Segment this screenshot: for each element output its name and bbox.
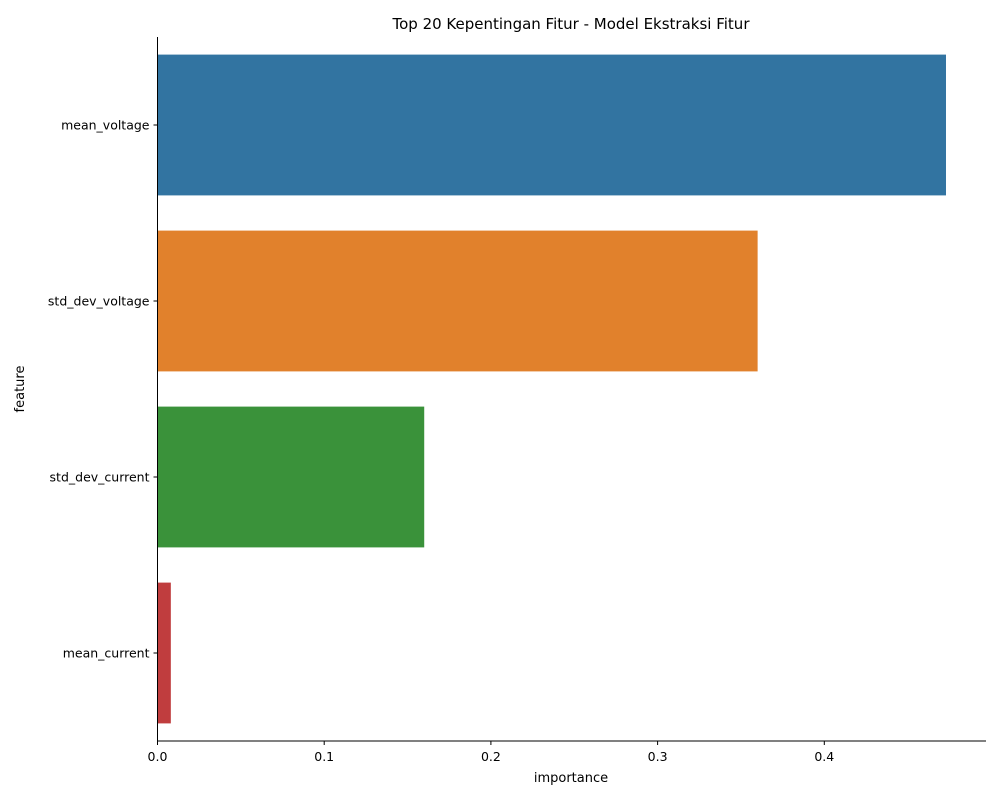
bar-mean_voltage — [157, 54, 946, 196]
x-axis-label: importance — [534, 771, 608, 786]
x-tick-label: 0.4 — [814, 749, 834, 764]
y-tick-label: std_dev_current — [50, 470, 150, 485]
y-axis-label: feature — [13, 366, 28, 413]
bar-std_dev_voltage — [157, 230, 758, 372]
bar-mean_current — [157, 582, 171, 724]
chart-title: Top 20 Kepentingan Fitur - Model Ekstrak… — [392, 15, 751, 33]
x-tick-label: 0.0 — [148, 749, 168, 764]
x-tick-label: 0.1 — [314, 749, 334, 764]
y-tick-label: mean_current — [63, 646, 150, 661]
x-axis-ticks: 0.0 0.1 0.2 0.3 0.4 — [148, 741, 834, 764]
bars-group — [157, 54, 946, 724]
x-tick-label: 0.3 — [648, 749, 668, 764]
y-axis-ticks: mean_voltage std_dev_voltage std_dev_curre… — [48, 118, 158, 661]
x-tick-label: 0.2 — [481, 749, 501, 764]
bar-std_dev_current — [157, 406, 425, 548]
y-tick-label: mean_voltage — [61, 118, 150, 133]
y-tick-label: std_dev_voltage — [48, 294, 150, 309]
